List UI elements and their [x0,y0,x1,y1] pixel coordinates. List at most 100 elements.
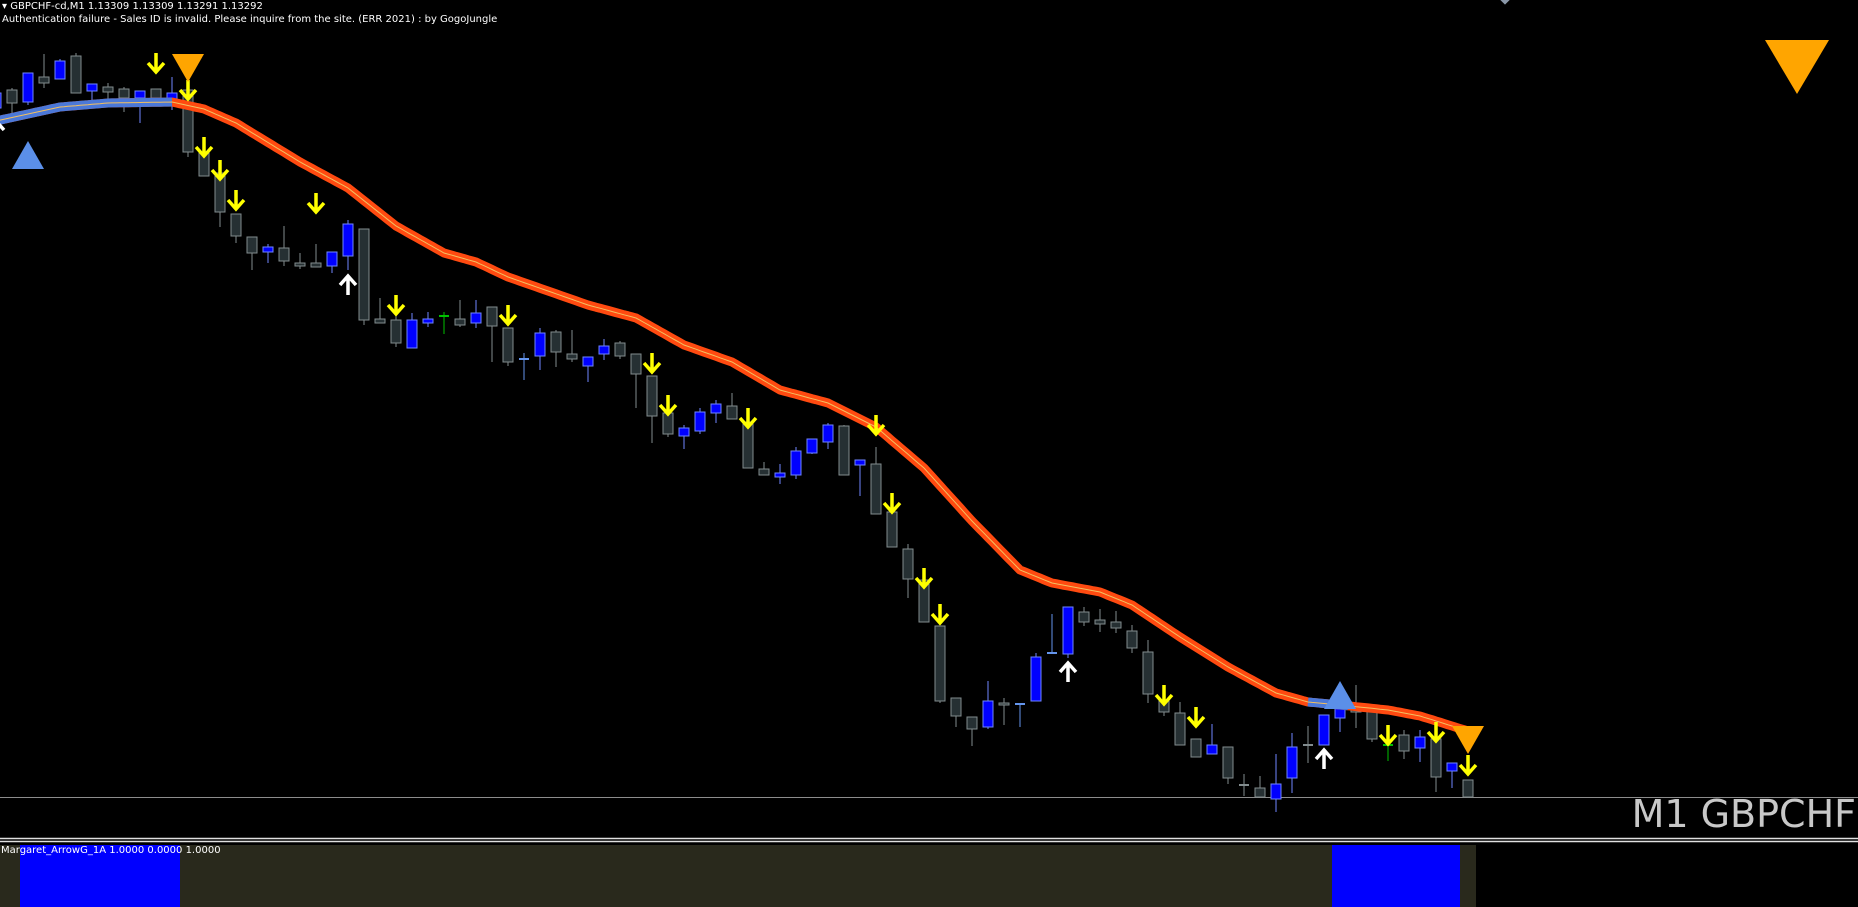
candle-body [86,83,98,92]
candle-body [278,247,290,262]
candle [1254,776,1266,798]
indicator-bar [68,845,84,907]
candle [1126,625,1138,653]
candle [614,341,626,359]
indicator-bar [84,845,100,907]
candle [694,408,706,434]
candle [294,253,306,269]
candle-body [822,424,834,443]
candle [439,312,449,334]
sell-arrow-icon [914,568,934,590]
candle [278,226,290,266]
candle-body [774,472,786,478]
sell-triangle-icon [1452,726,1484,754]
candle-body [1190,738,1202,758]
sell-arrow-icon [194,137,214,159]
candle [70,53,82,94]
indicator-bar [36,845,52,907]
candle [838,425,850,476]
candle [86,83,98,100]
candle [1142,640,1154,703]
candle [886,511,898,548]
candle-body [310,262,322,268]
candle-body [1366,709,1378,740]
candle-body [102,86,114,93]
candle [998,698,1010,725]
candle-body [982,700,994,728]
sell-arrow-icon [210,160,230,182]
candle-body [678,427,690,437]
candle [870,447,882,515]
candle [326,251,338,273]
buy-arrow-icon [338,273,358,295]
candle [310,244,322,268]
candle-body [790,450,802,476]
buy-triangle-icon [12,141,44,169]
candle [486,306,498,362]
sell-arrow-icon [178,80,198,102]
candle-body [934,625,946,702]
sell-arrow-icon [146,53,166,75]
candle [1398,730,1410,759]
indicator-bar [1444,845,1460,907]
candle-body [806,438,818,454]
indicator-bar [100,845,116,907]
candle [102,83,114,100]
indicator-bar [1412,845,1428,907]
candle-body [246,236,258,254]
candle-body [1174,712,1186,746]
candle [1222,746,1234,784]
candle-body [374,318,386,324]
candle-body [134,90,146,99]
buy-arrow-icon [1058,660,1078,682]
candle-body [870,463,882,515]
candle [982,681,994,729]
candle [550,330,562,367]
candle [1062,606,1074,658]
candle [1030,653,1042,702]
indicator-bar [148,845,164,907]
sell-arrow-icon [498,305,518,327]
sell-arrow-icon [1154,685,1174,707]
candle [1286,733,1298,793]
indicator-bar [1364,845,1380,907]
sell-arrow-icon [1186,707,1206,729]
candle [6,88,18,117]
candle [566,330,578,362]
candle-body [342,223,354,257]
candle [342,220,354,270]
indicator-bar [52,845,68,907]
symbol-ohlc-text: GBPCHF-cd,M1 1.13309 1.13309 1.13291 1.1… [10,1,263,12]
sell-arrow-icon [738,408,758,430]
candle [1303,726,1313,763]
candle [1366,709,1378,742]
candle [519,353,529,380]
candle-body [422,318,434,324]
candle [774,464,786,484]
buy-arrow-icon [1314,747,1334,769]
indicator-bar [1396,845,1412,907]
sell-arrow-icon [882,493,902,515]
sell-arrow-icon [386,295,406,317]
candle-body [630,353,642,375]
candle [966,716,978,746]
candle [358,228,370,325]
indicator-bar [164,845,180,907]
candle [1446,762,1458,788]
candle-body [454,318,466,326]
sell-arrow-icon [1458,755,1478,777]
buy-triangle-icon [1324,681,1356,709]
candle-body [38,76,50,84]
candle-body [550,331,562,353]
candle-body [1446,762,1458,772]
collapse-triangle-icon[interactable]: ▾ [2,1,8,12]
candle-body [1318,714,1330,746]
candle [38,54,50,88]
candle-body [54,60,66,80]
buy-arrow-icon [0,122,6,132]
candle-body [1286,746,1298,779]
candle [1078,607,1090,626]
candle [454,300,466,327]
candle-body [470,312,482,324]
